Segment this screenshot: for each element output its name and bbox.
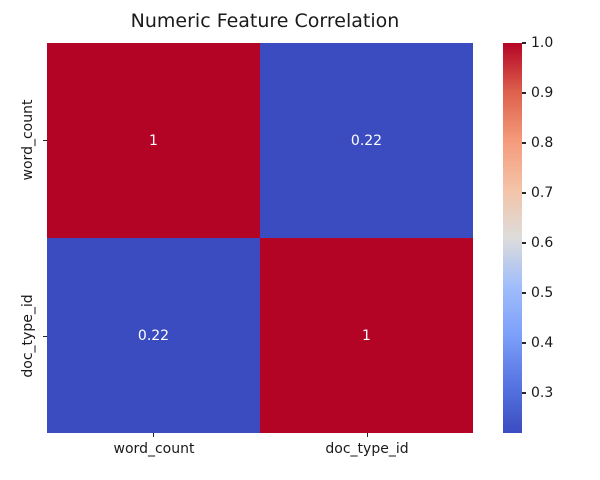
cell-annotation: 1 bbox=[362, 327, 371, 344]
colorbar-tick: 1.0 bbox=[522, 35, 553, 51]
heatmap-cell: 1 bbox=[47, 43, 260, 238]
colorbar-tick-mark bbox=[522, 192, 526, 194]
colorbar-tick: 0.4 bbox=[522, 335, 553, 351]
colorbar bbox=[503, 43, 522, 433]
colorbar-tick-label: 0.9 bbox=[531, 85, 554, 101]
colorbar-tick-label: 0.3 bbox=[531, 385, 554, 401]
y-tick-label: word_count bbox=[20, 99, 36, 181]
y-tick-label: doc_type_id bbox=[20, 294, 36, 378]
x-axis-tick-mark bbox=[153, 433, 155, 437]
colorbar-tick: 0.3 bbox=[522, 385, 553, 401]
colorbar-tick: 0.9 bbox=[522, 85, 553, 101]
y-axis-tick-mark bbox=[43, 336, 47, 338]
colorbar-tick: 0.8 bbox=[522, 135, 553, 151]
colorbar-tick-label: 0.6 bbox=[531, 235, 554, 251]
cell-annotation: 0.22 bbox=[350, 132, 383, 149]
x-tick-label: word_count bbox=[113, 441, 195, 457]
colorbar-tick-mark bbox=[522, 242, 526, 244]
colorbar-tick-label: 1.0 bbox=[531, 35, 554, 51]
colorbar-tick: 0.7 bbox=[522, 185, 553, 201]
chart-title: Numeric Feature Correlation bbox=[130, 10, 400, 32]
colorbar-tick: 0.5 bbox=[522, 285, 553, 301]
heatmap-cell: 0.22 bbox=[260, 43, 473, 238]
heatmap-grid: 1 0.22 0.22 1 bbox=[47, 43, 473, 433]
colorbar-tick-label: 0.5 bbox=[531, 285, 554, 301]
x-tick-label: doc_type_id bbox=[325, 441, 409, 457]
y-axis-tick-mark bbox=[43, 140, 47, 142]
heatmap-cell: 0.22 bbox=[47, 238, 260, 433]
colorbar-tick-mark bbox=[522, 392, 526, 394]
cell-annotation: 0.22 bbox=[137, 327, 170, 344]
colorbar-tick-mark bbox=[522, 42, 526, 44]
colorbar-tick-mark bbox=[522, 342, 526, 344]
colorbar-tick-label: 0.4 bbox=[531, 335, 554, 351]
colorbar-tick: 0.6 bbox=[522, 235, 553, 251]
colorbar-tick-label: 0.8 bbox=[531, 135, 554, 151]
colorbar-tick-mark bbox=[522, 92, 526, 94]
colorbar-tick-label: 0.7 bbox=[531, 185, 554, 201]
x-axis-tick-mark bbox=[367, 433, 369, 437]
colorbar-tick-mark bbox=[522, 292, 526, 294]
heatmap-cell: 1 bbox=[260, 238, 473, 433]
cell-annotation: 1 bbox=[149, 132, 158, 149]
colorbar-tick-mark bbox=[522, 142, 526, 144]
